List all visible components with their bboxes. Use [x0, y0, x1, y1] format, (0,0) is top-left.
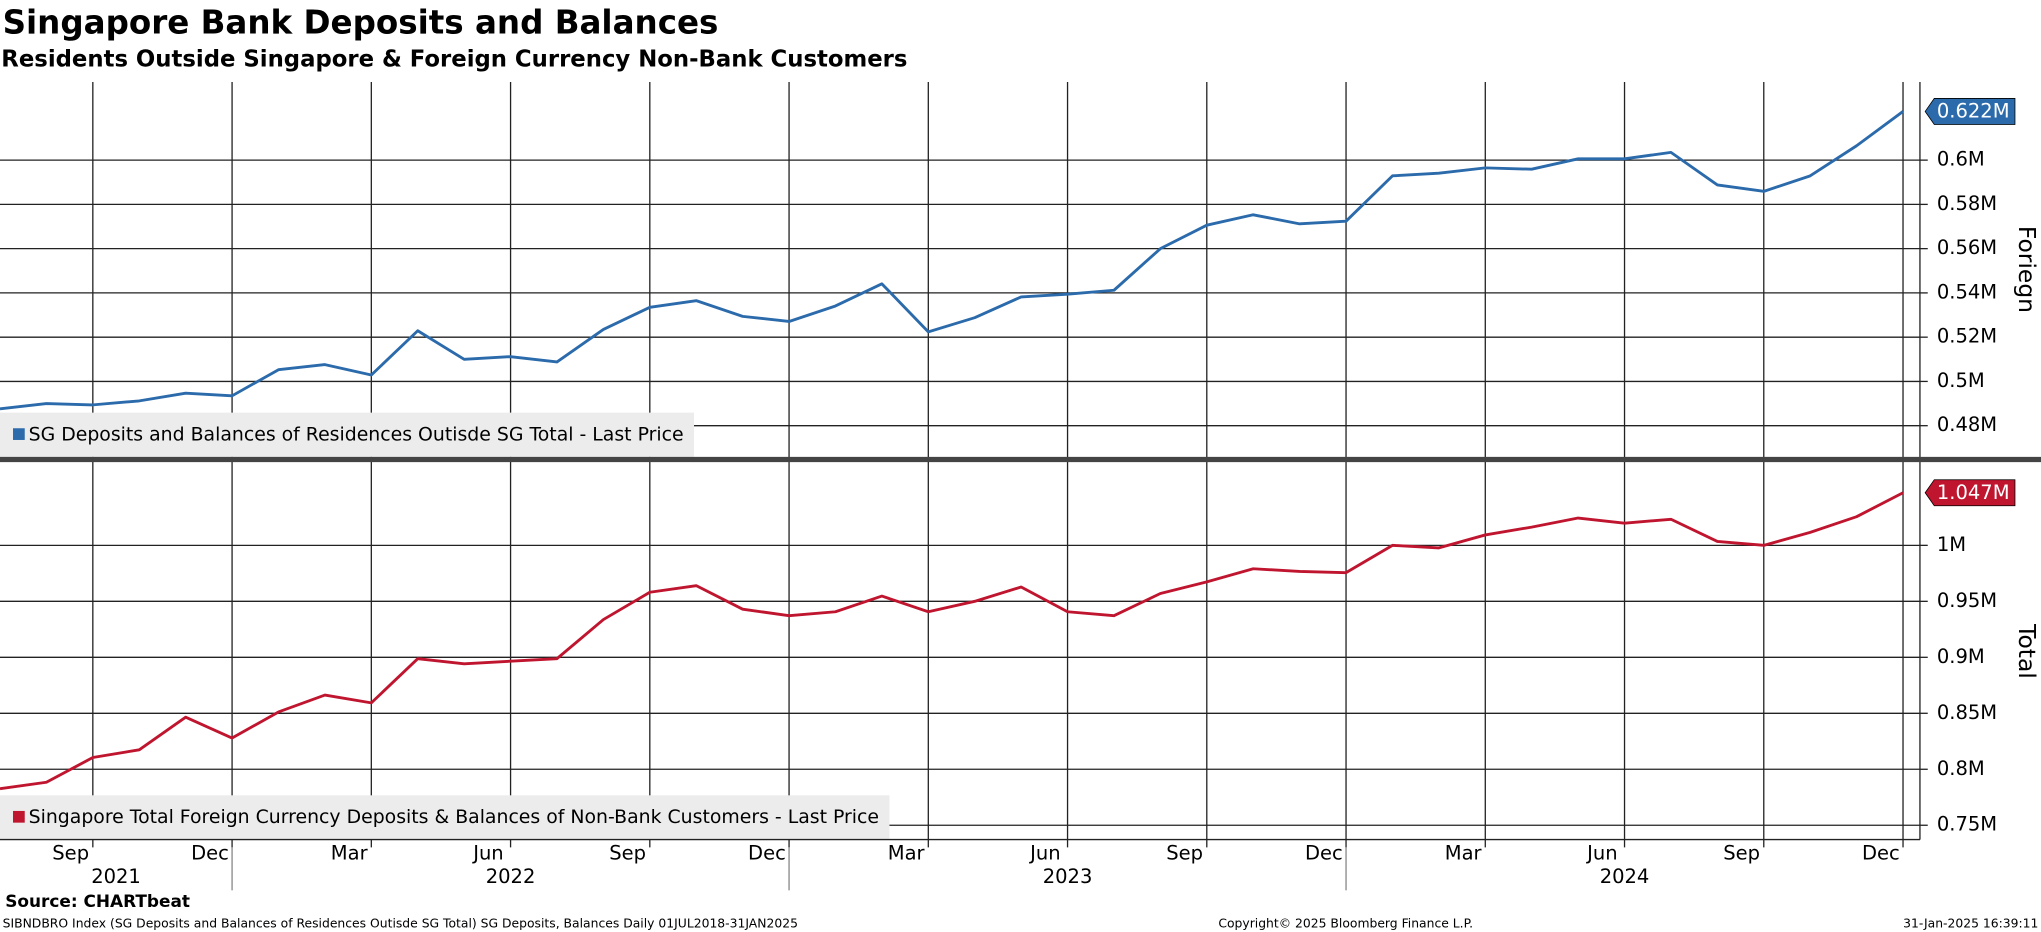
x-tick-label: Jun — [1585, 841, 1618, 864]
ticker-note: SIBNDBRO Index (SG Deposits and Balances… — [3, 917, 798, 931]
y-axis-title: Total — [2013, 623, 2041, 679]
copyright: Copyright© 2025 Bloomberg Finance L.P. — [1218, 917, 1473, 931]
x-tick-label: Mar — [888, 841, 926, 864]
legend-background — [0, 795, 890, 840]
legend-swatch — [13, 428, 25, 440]
x-tick-label: Dec — [1862, 841, 1900, 864]
value-tag — [1924, 479, 2016, 507]
x-tick-label: Mar — [331, 841, 369, 864]
chart-subtitle: Residents Outside Singapore & Foreign Cu… — [1, 46, 907, 72]
x-tick-label: Jun — [1028, 841, 1061, 864]
chart-title: Singapore Bank Deposits and Balances — [3, 4, 719, 42]
y-axis-title: Foriegn — [2013, 226, 2041, 313]
y-tick-label: 0.54M — [1937, 280, 1997, 303]
y-tick-label: 0.6M — [1937, 148, 1985, 171]
x-group-label: 2024 — [1600, 865, 1650, 888]
x-group-label: 2021 — [91, 865, 141, 888]
value-tag-label: 1.047M — [1937, 481, 2010, 504]
y-tick-label: 0.9M — [1937, 645, 1985, 668]
legend: Singapore Total Foreign Currency Deposit… — [0, 795, 890, 840]
x-tick-label: Dec — [191, 841, 229, 864]
legend-label: SG Deposits and Balances of Residences O… — [29, 423, 684, 445]
y-tick-label: 0.8M — [1937, 757, 1985, 780]
series-line — [0, 110, 1904, 411]
value-tag — [1924, 98, 2016, 125]
x-tick-label: Sep — [1166, 841, 1203, 864]
x-group-label: 2023 — [1043, 865, 1093, 888]
timestamp: 31-Jan-2025 16:39:11 — [1903, 917, 2038, 931]
x-tick-label: Mar — [1445, 841, 1483, 864]
y-tick-label: 0.95M — [1937, 589, 1997, 612]
x-tick-label: Dec — [748, 841, 786, 864]
x-tick-label: Jun — [471, 841, 503, 864]
y-tick-label: 0.48M — [1937, 413, 1997, 436]
y-tick-label: 0.5M — [1937, 369, 1985, 392]
source: Source: CHARTbeat — [5, 891, 190, 911]
y-tick-label: 0.56M — [1937, 236, 1997, 259]
x-tick-label: Sep — [609, 841, 646, 864]
x-tick-label: Sep — [1723, 841, 1760, 864]
series-line — [0, 491, 1904, 791]
x-group-label: 2022 — [486, 865, 536, 888]
legend: SG Deposits and Balances of Residences O… — [0, 412, 695, 457]
x-tick-label: Dec — [1305, 841, 1343, 864]
legend-swatch — [13, 810, 25, 823]
y-tick-label: 0.52M — [1937, 325, 1997, 348]
value-tag-label: 0.622M — [1937, 100, 2010, 123]
y-tick-label: 0.58M — [1937, 192, 1997, 215]
y-tick-label: 0.85M — [1937, 701, 1997, 724]
x-tick-label: Sep — [52, 841, 89, 864]
y-tick-label: 0.75M — [1937, 813, 1997, 836]
legend-label: Singapore Total Foreign Currency Deposit… — [29, 806, 879, 828]
y-tick-label: 1M — [1937, 533, 1966, 556]
legend-background — [0, 412, 695, 457]
